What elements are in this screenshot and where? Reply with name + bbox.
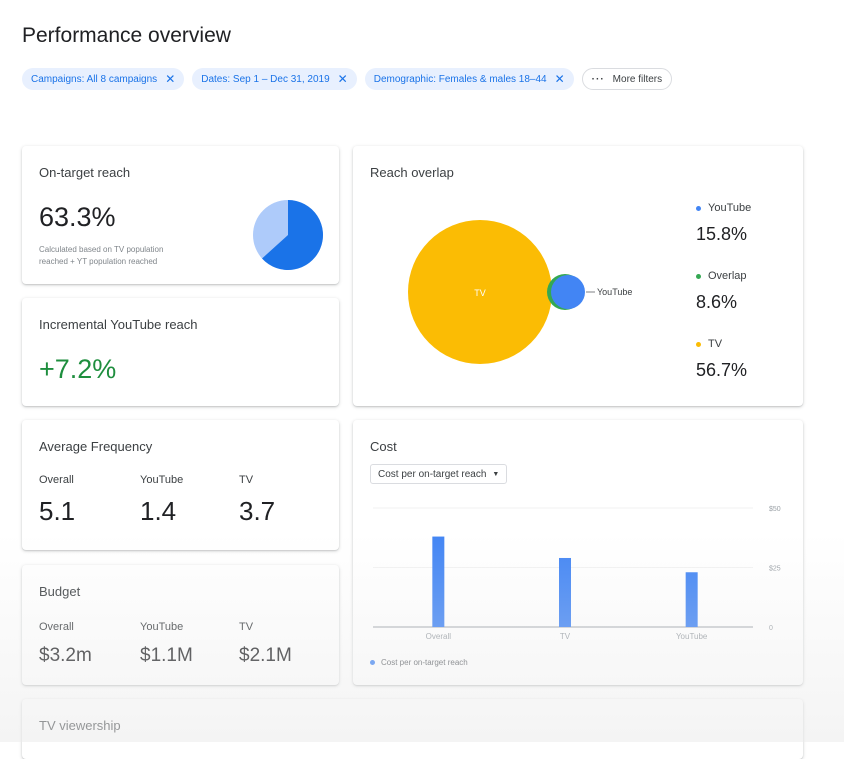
note-line: reached + YT population reached bbox=[39, 257, 158, 266]
y-tick-label: $50 bbox=[769, 506, 781, 513]
metric-label: YouTube bbox=[140, 621, 184, 633]
dropdown-label: Cost per on-target reach bbox=[378, 468, 487, 480]
legend-value: 15.8% bbox=[696, 224, 748, 244]
filter-chip-demographic[interactable]: Demographic: Females & males 18–44 ✕ bbox=[364, 68, 574, 90]
budget-card: Budget Overall $3.2m YouTube $1.1M TV $2… bbox=[22, 565, 339, 685]
budget-youtube: YouTube $1.1M bbox=[140, 621, 193, 667]
metric-value: 5.1 bbox=[39, 496, 76, 526]
card-title: On-target reach bbox=[39, 165, 131, 180]
bar-overall bbox=[432, 536, 445, 627]
youtube-circle-label: YouTube bbox=[597, 287, 632, 297]
cost-bar-chart: $50 $25 0 Overall TV YouTube bbox=[373, 506, 781, 641]
y-tick-label: 0 bbox=[769, 625, 773, 632]
legend-dot bbox=[696, 341, 701, 347]
legend-name: YouTube bbox=[708, 202, 752, 214]
tv-circle-label: TV bbox=[474, 288, 486, 298]
filter-chip-label: Campaigns: All 8 campaigns bbox=[31, 73, 158, 85]
more-horiz-icon: ··· bbox=[591, 73, 605, 85]
legend-overlap: Overlap 8.6% bbox=[696, 270, 747, 313]
average-frequency-card: Average Frequency Overall 5.1 YouTube 1.… bbox=[22, 420, 339, 550]
card-title: Reach overlap bbox=[370, 165, 454, 180]
bar-youtube bbox=[685, 572, 698, 627]
more-filters-label: More filters bbox=[612, 73, 663, 85]
x-tick-label: Overall bbox=[426, 632, 452, 641]
metric-value: 3.7 bbox=[239, 496, 276, 526]
legend-name: TV bbox=[708, 338, 723, 350]
budget-overall: Overall $3.2m bbox=[39, 621, 92, 667]
metric-label: TV bbox=[239, 621, 254, 633]
legend-tv: TV 56.7% bbox=[696, 338, 747, 381]
tv-circle bbox=[408, 220, 552, 364]
youtube-circle bbox=[551, 275, 585, 309]
incremental-reach-value: +7.2% bbox=[39, 354, 117, 384]
metric-label: Overall bbox=[39, 474, 74, 486]
legend-dot bbox=[696, 205, 701, 211]
metric-label: Overall bbox=[39, 621, 74, 633]
legend-dot bbox=[696, 273, 701, 279]
y-tick-label: $25 bbox=[769, 566, 781, 573]
tv-viewership-card: TV viewership bbox=[22, 699, 803, 759]
venn-diagram: TV YouTube bbox=[408, 220, 632, 364]
cost-card: Cost Cost per on-target reach ▼ $50 $25 0 O… bbox=[353, 420, 803, 685]
filter-chip-label: Dates: Sep 1 – Dec 31, 2019 bbox=[201, 73, 330, 85]
close-icon[interactable]: ✕ bbox=[554, 72, 565, 86]
legend-dot bbox=[370, 660, 375, 665]
metric-label: TV bbox=[239, 474, 254, 486]
card-title: Incremental YouTube reach bbox=[39, 317, 198, 332]
close-icon[interactable]: ✕ bbox=[165, 72, 176, 86]
note-line: Calculated based on TV population bbox=[39, 245, 164, 254]
legend-name: Overlap bbox=[708, 270, 747, 282]
more-filters-button[interactable]: ··· More filters bbox=[581, 68, 673, 90]
card-title: Budget bbox=[39, 584, 81, 599]
cost-metric-dropdown[interactable]: Cost per on-target reach ▼ bbox=[370, 464, 508, 484]
incremental-youtube-reach-card: Incremental YouTube reach +7.2% bbox=[22, 298, 339, 406]
arrow-drop-down-icon: ▼ bbox=[492, 470, 500, 478]
budget-tv: TV $2.1M bbox=[239, 621, 292, 667]
card-title: Average Frequency bbox=[39, 439, 153, 454]
filter-bar: Campaigns: All 8 campaigns ✕ Dates: Sep … bbox=[22, 68, 673, 90]
x-tick-label: TV bbox=[560, 632, 571, 641]
metric-value: 1.4 bbox=[140, 496, 177, 526]
on-target-reach-value: 63.3% bbox=[39, 202, 116, 232]
card-title: Cost bbox=[370, 439, 397, 454]
on-target-reach-card: On-target reach 63.3% Calculated based o… bbox=[22, 146, 339, 284]
legend-value: 56.7% bbox=[696, 360, 748, 380]
on-target-reach-note: Calculated based on TV population reache… bbox=[39, 244, 163, 268]
card-title: TV viewership bbox=[39, 718, 121, 733]
legend-value: 8.6% bbox=[696, 292, 738, 312]
filter-chip-dates[interactable]: Dates: Sep 1 – Dec 31, 2019 ✕ bbox=[192, 68, 357, 90]
frequency-youtube: YouTube 1.4 bbox=[140, 474, 183, 527]
bar-tv bbox=[559, 557, 571, 627]
reach-overlap-card: Reach overlap TV YouTube YouTube 15.8% O… bbox=[353, 146, 803, 406]
filter-chip-campaigns[interactable]: Campaigns: All 8 campaigns ✕ bbox=[22, 68, 185, 90]
metric-value: $1.1M bbox=[140, 645, 193, 666]
x-tick-label: YouTube bbox=[676, 632, 708, 641]
page-title: Performance overview bbox=[22, 24, 231, 47]
legend-label: Cost per on-target reach bbox=[381, 658, 468, 667]
pie-main-slice bbox=[262, 200, 323, 270]
frequency-tv: TV 3.7 bbox=[239, 474, 275, 527]
cost-chart-legend: Cost per on-target reach bbox=[370, 658, 468, 667]
frequency-overall: Overall 5.1 bbox=[39, 474, 75, 527]
metric-value: $2.1M bbox=[239, 645, 292, 666]
metric-value: $3.2m bbox=[39, 645, 92, 666]
filter-chip-label: Demographic: Females & males 18–44 bbox=[373, 73, 547, 85]
on-target-reach-pie bbox=[253, 200, 323, 270]
legend-youtube: YouTube 15.8% bbox=[696, 202, 751, 245]
metric-label: YouTube bbox=[140, 474, 184, 486]
close-icon[interactable]: ✕ bbox=[337, 72, 348, 86]
